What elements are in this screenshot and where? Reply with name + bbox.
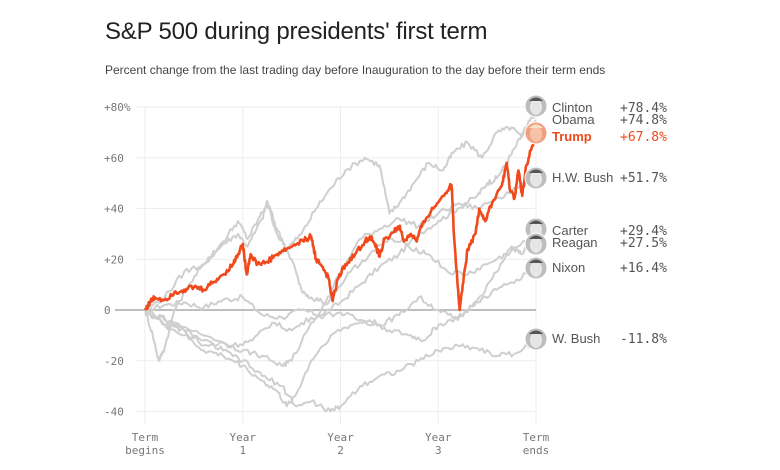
legend-value: +29.4% (620, 224, 667, 239)
legend-name: H.W. Bush (552, 170, 613, 185)
portrait-h-w-bush (524, 166, 548, 190)
hair-icon (529, 220, 543, 224)
chart-title: S&P 500 during presidents' first term (105, 18, 488, 45)
face-icon (530, 171, 542, 187)
x-tick-label: 1 (239, 444, 246, 457)
legend-name: W. Bush (552, 331, 600, 346)
portrait-nixon (524, 256, 548, 280)
hair-icon (529, 259, 543, 263)
series-line-carter (144, 234, 537, 348)
series-line-obama (144, 119, 537, 362)
face-icon (530, 99, 542, 115)
x-tick-label: Term (523, 431, 550, 444)
legend-value: +74.8% (620, 113, 667, 128)
hair-icon (529, 235, 543, 239)
portrait-clinton (524, 94, 548, 118)
legend-name: Trump (552, 129, 592, 144)
hair-icon (529, 330, 543, 334)
face-icon (530, 261, 542, 277)
legend-value: +16.4% (620, 261, 667, 276)
legend-name: Reagan (552, 235, 598, 250)
legend-name: Clinton (552, 100, 592, 115)
hair-icon (529, 169, 543, 173)
face-icon (530, 332, 542, 348)
y-tick-label: -40 (104, 406, 124, 419)
face-icon (530, 237, 542, 253)
series-line-trump (143, 137, 538, 312)
y-tick-label: 0 (104, 304, 111, 317)
legend-value: -11.8% (620, 332, 667, 347)
face-icon (530, 126, 542, 142)
series-line-h-w-bush (144, 178, 537, 311)
x-tick-label: begins (125, 444, 165, 457)
x-tick-label: Year (425, 431, 452, 444)
x-tick-label: Year (327, 431, 354, 444)
x-tick-label: 2 (337, 444, 344, 457)
legend-name: Nixon (552, 260, 585, 275)
x-tick-label: ends (523, 444, 550, 457)
y-tick-label: +40 (104, 203, 124, 216)
y-tick-label: -20 (104, 355, 124, 368)
series-line-w-bush (144, 309, 537, 413)
y-tick-label: +80% (104, 101, 131, 114)
y-tick-label: +20 (104, 253, 124, 266)
legend-value: +51.7% (620, 171, 667, 186)
series-line-nixon (144, 267, 537, 408)
legend-name: Carter (552, 223, 589, 238)
legend-value: +67.8% (620, 130, 667, 145)
hair-icon (529, 124, 543, 128)
chart-subtitle: Percent change from the last trading day… (105, 63, 606, 77)
legend-value: +78.4% (620, 101, 667, 116)
x-tick-label: Term (132, 431, 159, 444)
x-tick-label: 3 (435, 444, 442, 457)
hair-icon (529, 97, 543, 101)
y-tick-label: +60 (104, 152, 124, 165)
portrait-trump (524, 121, 548, 145)
portrait-w-bush (524, 327, 548, 351)
series-line-clinton (144, 109, 537, 320)
legend-value: +27.5% (620, 236, 667, 251)
portrait-reagan (524, 232, 548, 256)
x-tick-label: Year (230, 431, 257, 444)
legend-name: Obama (552, 112, 595, 127)
